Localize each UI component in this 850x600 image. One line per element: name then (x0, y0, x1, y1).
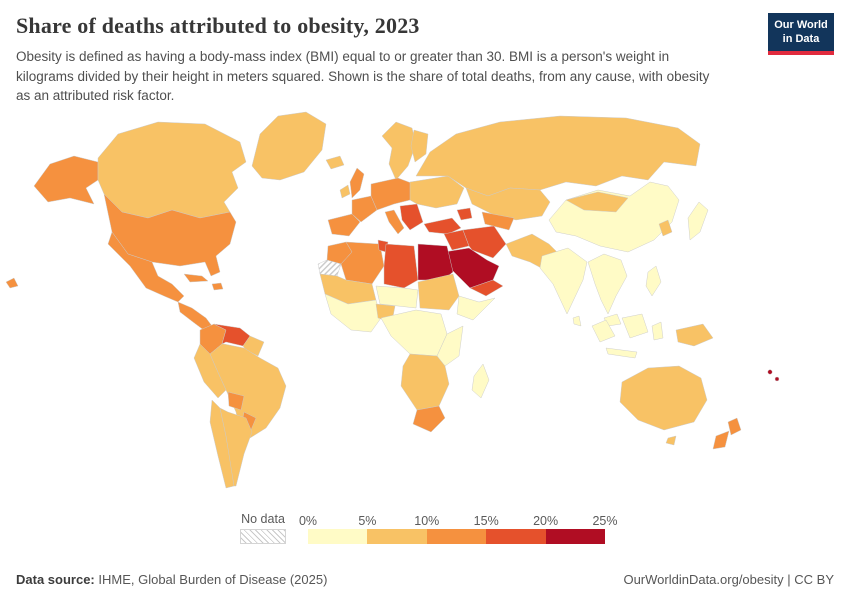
country-japan[interactable] (687, 201, 709, 241)
footer-source: Data source: IHME, Global Burden of Dise… (16, 572, 327, 587)
page-subtitle: Obesity is defined as having a body-mass… (16, 49, 710, 104)
country-korea[interactable] (658, 219, 673, 237)
country-madagascar[interactable] (471, 363, 490, 399)
country-venezuela[interactable] (213, 323, 251, 347)
country-new-zealand[interactable] (727, 417, 742, 436)
world-map (0, 106, 850, 508)
chart-header: Share of deaths attributed to obesity, 2… (16, 13, 834, 106)
country-alaska[interactable] (33, 155, 99, 205)
country-ireland[interactable] (339, 184, 351, 199)
legend-colorbar-block: 0% 5% 10% 15% 20% 25% (299, 512, 618, 544)
country-yemen-oman[interactable] (469, 279, 504, 297)
country-iran[interactable] (462, 225, 507, 259)
country-balkans[interactable] (399, 203, 424, 231)
country-turkey[interactable] (423, 217, 462, 235)
country-java[interactable] (605, 347, 638, 359)
country-iceland[interactable] (325, 155, 345, 170)
country-sudan[interactable] (417, 273, 460, 311)
country-mongolia[interactable] (565, 191, 629, 213)
legend-bin-swatch[interactable] (308, 529, 368, 544)
country-central-africa[interactable] (380, 309, 448, 357)
country-hawaii[interactable] (5, 277, 19, 289)
country-scandinavia[interactable] (381, 121, 417, 181)
country-horn-of-africa[interactable] (456, 295, 496, 321)
country-central-america[interactable] (177, 301, 213, 332)
country-east-africa[interactable] (436, 325, 464, 367)
country-mexico[interactable] (107, 231, 185, 303)
country-sumatra[interactable] (591, 319, 616, 343)
country-pacific-islands[interactable] (767, 369, 773, 375)
country-france[interactable] (351, 195, 378, 223)
country-iberia[interactable] (327, 213, 361, 237)
legend-bin-swatch[interactable] (367, 529, 427, 544)
footer-owid-link[interactable]: OurWorldinData.org/obesity (623, 572, 784, 587)
footer-links: OurWorldinData.org/obesity | CC BY (623, 572, 834, 587)
footer-source-text: IHME, Global Burden of Disease (2025) (98, 572, 328, 587)
country-greenland[interactable] (251, 111, 327, 181)
legend-bin-swatch[interactable] (545, 529, 606, 544)
country-hispaniola[interactable] (211, 282, 224, 291)
country-argentina[interactable] (219, 407, 253, 487)
country-australia[interactable] (619, 365, 708, 431)
country-sri-lanka[interactable] (572, 315, 582, 327)
logo-line1: Our World (774, 19, 828, 31)
country-western-sahara[interactable] (317, 259, 342, 277)
page-title: Share of deaths attributed to obesity, 2… (16, 13, 420, 38)
world-map-svg (5, 111, 780, 489)
legend-bin-swatch[interactable] (426, 529, 487, 544)
country-new-zealand[interactable] (712, 430, 730, 450)
country-italy[interactable] (384, 209, 405, 235)
legend-tick-label: 5% (358, 514, 377, 528)
country-cuba[interactable] (183, 273, 209, 283)
country-saudi-arabia[interactable] (443, 247, 500, 289)
country-south-africa[interactable] (412, 405, 446, 433)
legend-no-data-swatch[interactable] (240, 529, 286, 544)
country-new-guinea[interactable] (675, 323, 714, 347)
country-borneo[interactable] (621, 313, 649, 339)
legend-tick-label: 25% (592, 514, 618, 528)
country-libya[interactable] (383, 243, 419, 289)
country-niger-chad[interactable] (375, 285, 419, 309)
country-canada[interactable] (97, 121, 247, 219)
owid-logo[interactable]: Our World in Data (768, 13, 834, 55)
footer-license-link[interactable]: CC BY (794, 572, 834, 587)
country-west-africa[interactable] (324, 293, 382, 333)
country-tasmania[interactable] (665, 435, 677, 446)
country-india[interactable] (539, 247, 588, 315)
legend-no-data-label: No data (241, 512, 285, 526)
country-kazakhstan[interactable] (465, 187, 551, 221)
chart-footer: Data source: IHME, Global Burden of Dise… (16, 572, 834, 587)
country-egypt[interactable] (417, 243, 454, 281)
country-central-europe[interactable] (370, 177, 415, 211)
country-philippines[interactable] (645, 265, 662, 297)
legend-bin-swatch[interactable] (486, 529, 546, 544)
country-indochina[interactable] (587, 253, 628, 315)
country-pacific-islands[interactable] (774, 376, 780, 382)
country-peru[interactable] (193, 343, 227, 399)
country-china[interactable] (548, 181, 680, 253)
legend-color-bar (308, 529, 606, 544)
legend-tick-labels: 0% 5% 10% 15% 20% 25% (299, 512, 618, 529)
country-bolivia[interactable] (227, 391, 245, 411)
country-caucasus[interactable] (456, 207, 473, 221)
country-southern-africa[interactable] (400, 353, 450, 411)
legend-tick-label: 10% (414, 514, 440, 528)
map-legend: No data 0% 5% 10% 15% 20% 25% (240, 512, 618, 544)
country-finland[interactable] (410, 129, 429, 163)
country-sulawesi[interactable] (651, 321, 664, 341)
footer-divider: | (787, 572, 791, 587)
logo-line2: in Data (782, 33, 820, 46)
legend-tick-label: 0% (298, 514, 318, 528)
legend-tick-label: 15% (473, 514, 499, 528)
country-uk[interactable] (349, 167, 365, 199)
legend-no-data-block: No data (240, 512, 286, 544)
legend-tick-label: 20% (533, 514, 559, 528)
country-uzbekistan-turkmenistan[interactable] (481, 211, 515, 231)
footer-source-label: Data source: (16, 572, 95, 587)
